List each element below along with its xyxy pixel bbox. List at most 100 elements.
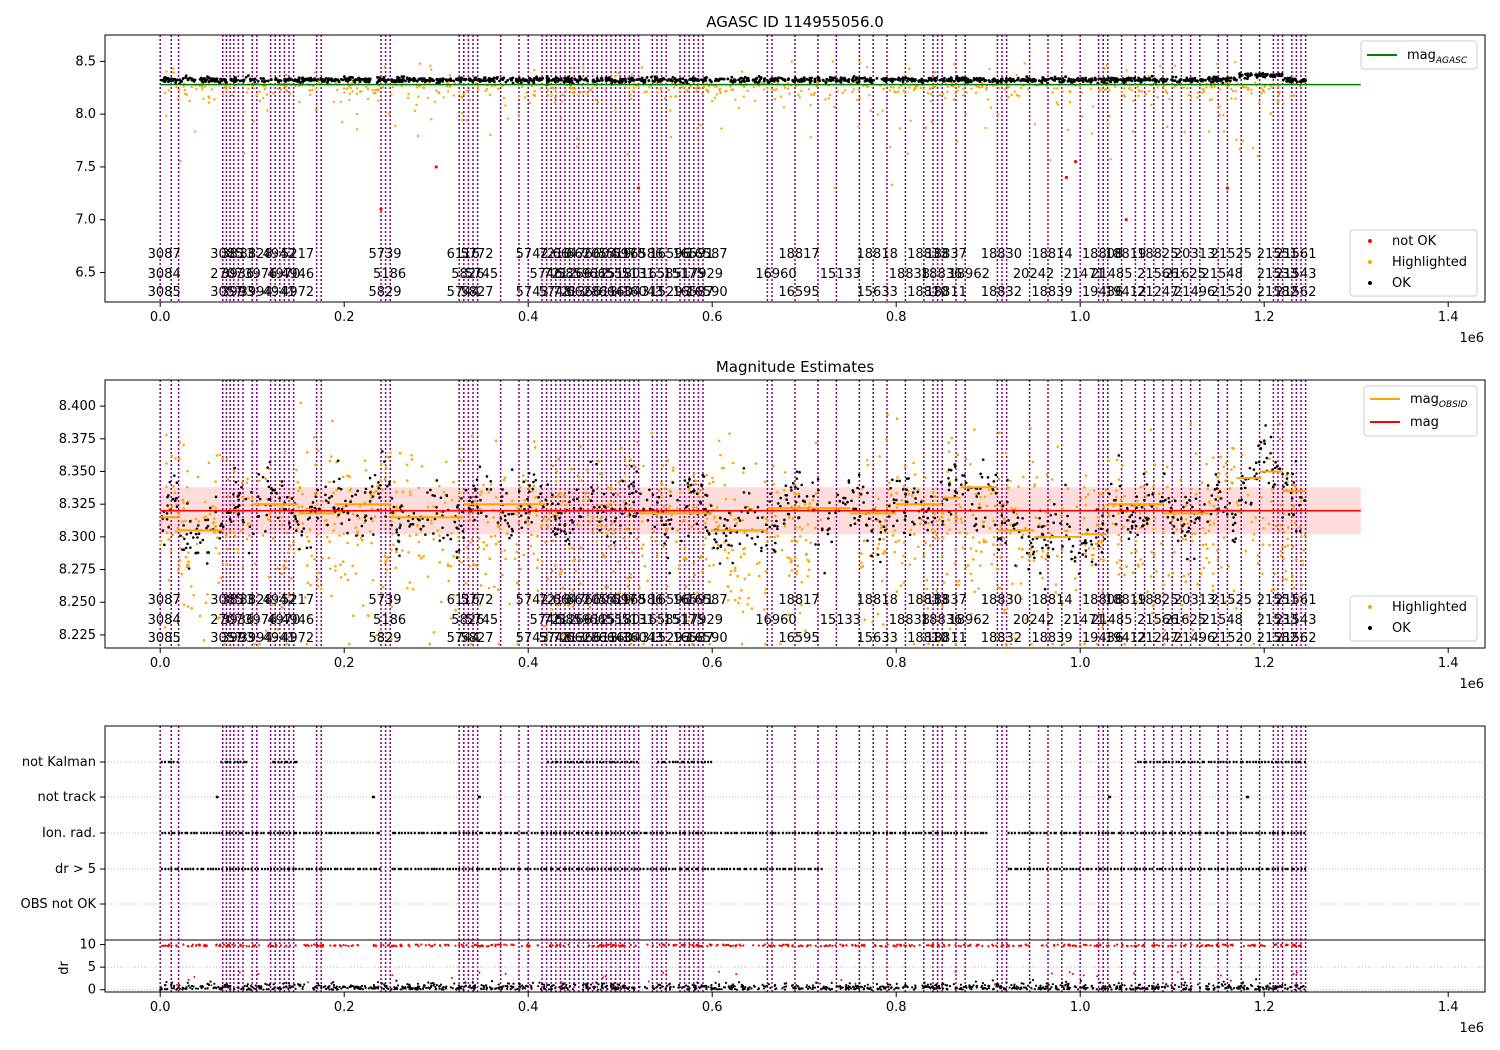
magnitude-ok-point	[595, 462, 598, 466]
magnitude-highlighted-point	[894, 540, 898, 544]
magnitude-highlighted-point	[363, 459, 367, 462]
magnitude-highlighted-point	[309, 583, 312, 587]
agasc-highlighted-point	[348, 92, 352, 95]
magnitude-highlighted-point	[941, 605, 944, 608]
magnitude-highlighted-point	[999, 543, 1002, 546]
magnitude-highlighted-point	[308, 528, 312, 531]
magnitude-highlighted-point	[376, 484, 379, 488]
magnitude-highlighted-point	[926, 607, 930, 610]
magnitude-ok-point	[774, 541, 777, 545]
magnitude-highlighted-point	[1084, 594, 1088, 597]
magnitude-highlighted-point	[877, 497, 880, 501]
magnitude-highlighted-point	[1054, 583, 1058, 586]
magnitude-ok-point	[1121, 511, 1124, 514]
agasc-ok-point	[570, 79, 574, 83]
magnitude-highlighted-point	[332, 529, 335, 532]
magnitude-highlighted-point	[184, 555, 188, 559]
agasc-ok-point	[1130, 76, 1133, 80]
magnitude-ok-point	[546, 502, 549, 506]
magnitude-highlighted-point	[1162, 531, 1165, 534]
agasc-highlighted-point	[1100, 87, 1104, 91]
agasc-highlighted-point	[631, 89, 635, 93]
magnitude-highlighted-point	[307, 508, 311, 511]
magnitude-ok-point	[462, 536, 465, 539]
agasc-ok-point	[947, 77, 951, 81]
magnitude-highlighted-point	[226, 478, 230, 481]
magnitude-ok-point	[707, 533, 711, 536]
magnitude-highlighted-point	[1162, 583, 1166, 587]
magnitude-highlighted-point	[973, 428, 976, 431]
magnitude-highlighted-point	[1101, 493, 1104, 496]
magnitude-ok-point	[713, 538, 716, 541]
magnitude-highlighted-point	[698, 556, 702, 560]
magnitude-ok-point	[168, 480, 172, 484]
magnitude-highlighted-point	[571, 589, 575, 592]
magnitude-ok-point	[1059, 522, 1062, 525]
agasc-ok-point	[1196, 80, 1200, 83]
magnitude-ok-point	[570, 518, 573, 522]
magnitude-highlighted-point	[1083, 485, 1086, 489]
magnitude-ok-point	[1130, 526, 1134, 530]
agasc-obsid-label: 5829	[368, 285, 401, 300]
agasc-highlighted-point	[851, 90, 854, 94]
magnitude-ok-point	[747, 491, 751, 495]
magnitude-highlighted-point	[504, 557, 507, 561]
agasc-highlighted-point	[314, 109, 318, 112]
magnitude-highlighted-point	[261, 534, 265, 537]
magnitude-highlighted-point	[1123, 642, 1126, 646]
magnitude-ok-point	[293, 515, 297, 518]
agasc-obsid-label: 18836	[921, 267, 962, 282]
agasc-highlighted-point	[1216, 106, 1220, 109]
magnitude-highlighted-point	[903, 465, 907, 468]
magnitude-ok-point	[668, 522, 672, 526]
agasc-highlighted-point	[698, 86, 702, 90]
magnitude-highlighted-point	[1073, 577, 1077, 580]
magnitude-ok-point	[789, 486, 793, 489]
agasc-highlighted-point	[1089, 87, 1093, 90]
magnitude-ok-point	[726, 518, 729, 522]
magnitude-ok-point	[373, 473, 377, 477]
magnitude-highlighted-point	[884, 518, 887, 522]
magnitude-ok-point	[1257, 460, 1261, 464]
agasc-not-ok-point	[1064, 175, 1068, 180]
magnitude-ok-point	[1047, 546, 1050, 550]
magnitude-ok-point	[779, 504, 782, 508]
agasc-highlighted-point	[924, 126, 928, 129]
magnitude-highlighted-point	[731, 548, 734, 552]
magnitude-ok-point	[724, 539, 728, 542]
magnitude-highlighted-point	[281, 523, 285, 527]
magnitude-highlighted-point	[1301, 598, 1304, 602]
magnitude-highlighted-point	[1119, 538, 1123, 541]
magnitude-ok-point	[571, 527, 575, 531]
magnitude-highlighted-point	[740, 642, 744, 646]
agasc-ok-point	[1157, 80, 1161, 84]
magnitude-ok-point	[1112, 514, 1115, 518]
magnitude-ok-point	[475, 478, 479, 482]
magnitude-highlighted-point	[886, 413, 889, 417]
agasc-ok-point	[1026, 77, 1030, 81]
agasc-highlighted-point	[1010, 93, 1013, 97]
magnitude-highlighted-point	[1051, 642, 1055, 646]
magnitude-highlighted-point	[763, 480, 767, 484]
magnitude-highlighted-point	[1134, 539, 1138, 543]
agasc-ok-point	[246, 74, 250, 77]
magnitude-ok-point	[336, 459, 340, 463]
agasc-ok-point	[1246, 75, 1250, 79]
magnitude-ok-point	[455, 550, 458, 554]
magnitude-ok-point	[1187, 526, 1191, 530]
magnitude-ok-point	[308, 505, 312, 509]
magnitude-highlighted-point	[1199, 572, 1203, 576]
agasc-highlighted-point	[857, 125, 861, 129]
magnitude-highlighted-point	[1091, 557, 1094, 561]
magnitude-ok-point	[1169, 521, 1172, 525]
magnitude-highlighted-point	[454, 609, 457, 612]
magnitude-highlighted-point	[965, 532, 968, 535]
magnitude-highlighted-point	[1048, 498, 1051, 502]
magnitude-ok-point	[316, 488, 320, 492]
magnitude-highlighted-point	[1040, 555, 1044, 559]
agasc-highlighted-point	[865, 66, 869, 69]
magnitude-highlighted-point	[683, 556, 687, 559]
magnitude-ok-point	[313, 506, 317, 510]
agasc-highlighted-point	[317, 81, 321, 84]
magnitude-highlighted-point	[356, 543, 359, 547]
